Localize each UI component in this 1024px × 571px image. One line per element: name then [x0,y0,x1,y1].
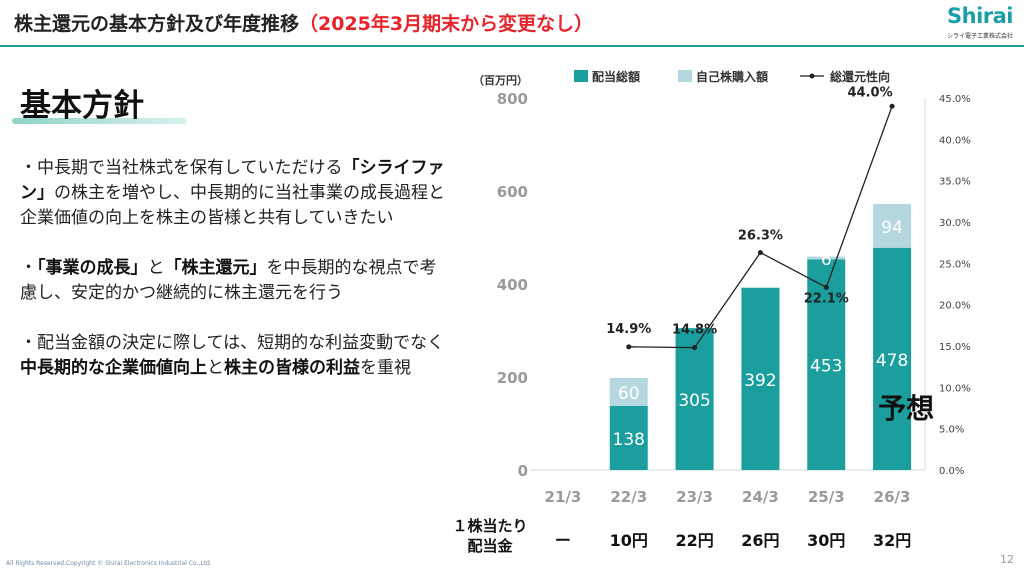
slide-header: 株主還元の基本方針及び年度推移（2025年3月期末から変更なし） Shirai … [0,0,1024,47]
total-return-ratio-point [626,344,632,350]
logo-company-name: シライ電子工業株式会社 [946,33,1013,40]
dps-value: 26円 [741,531,780,550]
right-axis-tick-label: 0.0% [939,466,964,477]
bullet-2: ・「事業の成長」と「株主還元」を中長期的な視点で考慮し、安定的かつ継続的に株主還… [20,258,437,303]
left-axis-tick-label: 400 [497,276,528,294]
right-axis-tick-label: 15.0% [939,342,971,353]
left-axis-tick-label: 800 [497,90,528,108]
right-axis-tick-label: 30.0% [939,218,971,229]
x-axis-tick-label: 24/3 [742,488,779,506]
dps-value: 32円 [872,531,912,550]
total-return-ratio-point [757,250,763,256]
total-return-ratio-label: 14.9% [606,322,651,337]
legend-label-dividend: 配当総額 [592,69,640,84]
bar-dividend-label: 305 [678,391,710,411]
bar-dividend-total [741,287,780,470]
right-axis-tick-label: 5.0% [939,425,964,436]
dps-row-label: １株当たり 配当金 [452,517,528,555]
bar-buyback [609,377,648,406]
total-return-ratio-point [692,345,698,351]
bar-buyback-label: 60 [618,384,640,404]
total-return-ratio-point [889,103,895,109]
left-axis-tick-label: 200 [497,369,528,387]
legend-label-ratio: 総還元性向 [830,69,890,84]
legend-label-buyback: 自己株購入額 [696,69,768,84]
bar-dividend-total [675,328,714,470]
header-divider [0,45,1024,47]
policy-heading: 基本方針 [20,88,144,124]
heading-highlight [12,118,187,124]
title-note: （2025年3月期末から変更なし） [299,13,594,35]
right-axis-tick-label: 10.0% [939,383,971,394]
total-return-ratio-label: 22.1% [804,291,849,306]
x-axis-tick-label: 21/3 [545,488,582,506]
bar-buyback [873,204,912,248]
x-axis-tick-label: 26/3 [874,488,911,506]
right-axis-tick-label: 20.0% [939,301,971,312]
page-number: 12 [1000,553,1014,566]
total-return-ratio-point [823,284,829,290]
dps-value: 10円 [609,531,648,550]
bar-dividend-total [609,405,648,470]
logo-wordmark: Shirai [947,4,1014,28]
left-axis-tick-label: 0 [518,462,528,480]
x-axis-tick-label: 23/3 [676,488,713,506]
shareholder-return-chart: 0 200 400 600 800 （百万円） 0.0% 5.0% 10.0% 15.0% 20.0… [473,69,971,506]
bar-buyback-label: 6 [821,250,832,270]
bar-dividend-label: 138 [613,430,645,450]
title-main: 株主還元の基本方針及び年度推移 [14,13,300,35]
total-return-ratio-label: 14.8% [672,323,717,338]
right-axis-tick-label: 40.0% [939,135,971,146]
dps-value: 30円 [807,531,846,550]
total-return-ratio-label: 26.3% [738,229,783,244]
dps-value: 22円 [675,531,714,550]
bullet-1: ・中長期で当社株式を保有していただける「シライファン」の株主を増やし、中長期的に… [20,158,445,228]
left-axis-tick-label: 600 [497,183,528,201]
forecast-label: 予想 [878,392,934,425]
x-axis-tick-label: 25/3 [808,488,845,506]
bullet-3: ・配当金額の決定に際しては、短期的な利益変動でなく中長期的な企業価値向上と株主の… [20,333,445,378]
company-logo: Shirai シライ電子工業株式会社 [941,4,1017,42]
bar-dividend-label: 453 [810,357,842,377]
legend-swatch-ratio-point [809,73,815,79]
bar-dividend-label: 392 [744,371,776,391]
bar-buyback [807,256,846,260]
x-axis-tick-label: 22/3 [610,488,647,506]
legend-swatch-buyback [678,70,692,82]
slide-title: 株主還元の基本方針及び年度推移（2025年3月期末から変更なし） [14,9,593,36]
right-axis-tick-label: 35.0% [939,177,971,188]
total-return-ratio-label: 44.0% [848,85,893,100]
copyright-text: All Rights Reserved.Copyright © Shirai E… [6,560,212,567]
left-axis-unit-label: （百万円） [473,74,528,87]
policy-bullets: ・中長期で当社株式を保有していただける「シライファン」の株主を増やし、中長期的に… [20,156,445,406]
bar-buyback-label: 94 [881,218,903,238]
right-axis-tick-label: 25.0% [939,259,971,270]
bar-dividend-total [807,259,846,470]
legend-swatch-dividend [574,70,588,82]
dps-value: ー [554,531,571,550]
bar-dividend-label: 478 [876,351,908,371]
bar-dividend-total [873,247,912,470]
right-axis-tick-label: 45.0% [939,94,971,105]
